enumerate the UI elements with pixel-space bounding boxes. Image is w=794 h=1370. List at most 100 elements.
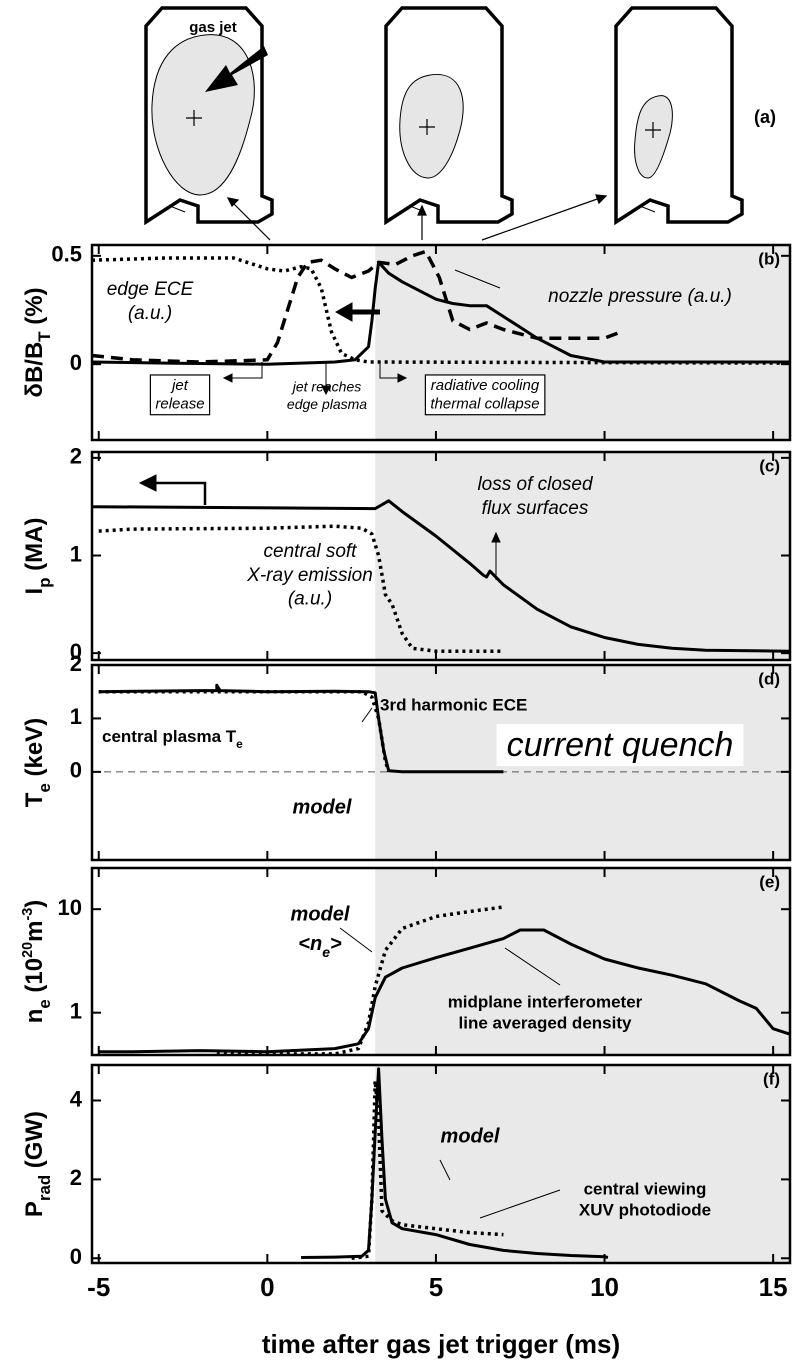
y-tick-label: 0	[70, 350, 82, 375]
plot-frame	[90, 663, 792, 862]
y-tick-label: 2	[70, 444, 82, 469]
y-axis-label-part: (keV)	[21, 718, 48, 783]
panel-label: (b)	[758, 249, 780, 268]
panel-label: (c)	[759, 456, 780, 475]
data-line	[216, 905, 504, 1055]
y-axis-label: Prad (GW)	[21, 1111, 54, 1217]
x-tick-label: 0	[260, 1272, 274, 1302]
y-axis-label-part: -3	[20, 908, 36, 921]
annotation: <ne>	[298, 933, 342, 959]
y-axis-label-part: δB/B	[21, 342, 48, 398]
annotation: edge plasma	[287, 396, 367, 412]
shaded-region	[375, 868, 790, 1055]
annotation: (a.u.)	[128, 303, 172, 324]
y-tick-label: 1	[70, 998, 82, 1023]
y-axis-label: Te (keV)	[21, 718, 54, 807]
y-tick-label: 10	[58, 895, 82, 920]
shaded-region	[375, 1065, 790, 1263]
data-line	[92, 249, 623, 364]
y-tick-label: 4	[70, 1086, 83, 1111]
annotation: radiative cooling	[431, 377, 540, 394]
annotation: release	[155, 396, 204, 413]
annotation-part: e	[236, 737, 243, 751]
data-line	[92, 256, 790, 365]
panel-label: (f)	[763, 1069, 780, 1088]
y-tick-label: 2	[70, 651, 82, 676]
data-line	[351, 1079, 504, 1261]
y-axis-label: δB/BT (%)	[21, 287, 54, 397]
annotation-arrows	[138, 269, 561, 1219]
y-tick-label: 0	[70, 758, 82, 783]
annotation: thermal collapse	[430, 396, 539, 413]
annotation-box	[496, 723, 744, 766]
shaded-region	[375, 452, 790, 660]
annotation: (a.u.)	[288, 589, 332, 610]
y-tick-label: 0	[70, 1244, 82, 1269]
x-axis-label: time after gas jet trigger (ms)	[262, 1329, 620, 1359]
panel-label: (d)	[758, 669, 780, 688]
y-axis-label-part: T	[35, 331, 54, 342]
data-line	[98, 928, 790, 1054]
x-tick-label: 15	[759, 1272, 788, 1302]
annotation: line averaged density	[459, 1014, 632, 1033]
plot-frame	[90, 866, 792, 1057]
plot-frame	[90, 243, 792, 442]
y-tick-label: 2	[70, 1165, 82, 1190]
cross-section-3	[614, 6, 744, 224]
data-line	[92, 499, 790, 653]
y-axis-label-part: m	[21, 921, 48, 942]
x-tick-label: -5	[87, 1272, 110, 1302]
annotation: model	[441, 1125, 500, 1147]
panel-a-label: (a)	[754, 107, 776, 127]
annotation-box	[149, 374, 211, 416]
annotation: X-ray emission	[246, 565, 373, 586]
y-axis-label: ne (1020m-3)	[20, 900, 54, 1024]
y-tick-label: 1	[70, 541, 82, 566]
y-axis-label-part: (%)	[21, 287, 48, 331]
y-axis-label-part: rad	[35, 1175, 54, 1201]
annotation-box	[424, 374, 546, 416]
y-axis-label-part: (10	[21, 958, 48, 999]
plot-frame	[90, 1063, 792, 1265]
y-axis-label-part: )	[21, 900, 48, 908]
cross-section-1: gas jet	[144, 6, 274, 224]
annotation: nozzle pressure (a.u.)	[548, 286, 732, 307]
y-tick-label: 0.5	[51, 242, 82, 267]
annotation: flux surfaces	[482, 498, 589, 519]
y-tick-label: 0	[70, 639, 82, 664]
y-axis-label-part: 20	[20, 942, 36, 958]
annotation: central viewing	[584, 1179, 707, 1198]
panel-label: (e)	[759, 872, 780, 891]
data-line	[98, 524, 504, 653]
annotation-part: e	[322, 944, 330, 960]
annotation: central soft	[264, 541, 358, 562]
y-tick-label: 1	[70, 704, 82, 729]
annotation: model	[293, 796, 352, 818]
annotation: current quench	[507, 726, 734, 764]
data-line	[98, 689, 391, 773]
cross-section-2	[384, 6, 514, 224]
annotation: loss of closed	[477, 474, 594, 495]
y-axis-label-part: n	[21, 1009, 48, 1024]
annotation: midplane interferometer	[448, 992, 643, 1011]
annotation-part: >	[330, 933, 342, 955]
y-axis-label: Ip (MA)	[21, 518, 54, 595]
plot-frame	[90, 450, 792, 662]
y-axis-label-part: T	[21, 792, 48, 807]
plots: 00.5 (b)δB/BT (%) edge ECE(a.u.)nozzle pre…	[20, 242, 792, 1359]
gas-jet-label: gas jet	[189, 19, 237, 36]
y-axis-label-part: (MA)	[21, 518, 48, 578]
annotation: model	[291, 903, 350, 925]
y-axis-label-part: e	[35, 783, 54, 792]
y-axis-label-part: P	[21, 1201, 48, 1217]
data-line	[92, 260, 790, 366]
x-tick-label: 5	[429, 1272, 443, 1302]
y-axis-label-part: e	[35, 999, 54, 1008]
pointer-arrows	[226, 194, 608, 241]
annotation-part: central plasma T	[102, 727, 237, 746]
annotation: edge ECE	[107, 279, 194, 300]
annotation-part: <n	[298, 933, 322, 955]
annotation: jet	[170, 377, 189, 394]
